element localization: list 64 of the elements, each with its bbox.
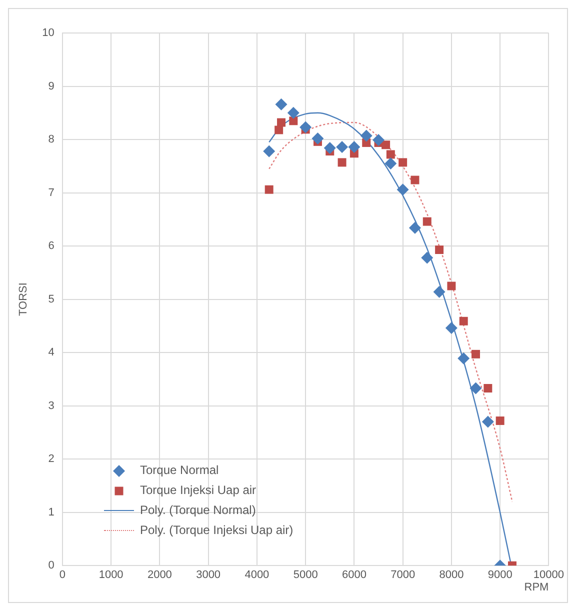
point [324,142,336,154]
point [421,252,434,264]
point [472,350,480,358]
point [447,282,456,290]
y-tick-label: 7 [48,186,54,199]
point [398,158,408,167]
y-tick-label: 2 [48,453,54,466]
point [312,132,324,144]
point [470,382,482,394]
point [263,145,276,158]
x-tick-label: 6000 [342,569,366,582]
point [433,286,446,298]
point [277,118,286,127]
y-tick-label: 9 [48,80,54,92]
point [372,134,385,146]
point [422,217,432,226]
y-axis-title: TORSI [18,282,30,316]
point [445,322,458,334]
point [336,140,348,153]
point [300,121,312,134]
point [264,185,274,194]
x-tick-label: 2000 [147,569,172,582]
y-tick-label: 10 [42,27,54,40]
legend-label: Torque Injeksi Uap air [140,483,256,497]
line-series [268,122,513,502]
y-tick-label: 4 [48,346,54,359]
y-tick-label: 8 [48,134,54,146]
point [275,98,288,110]
x-tick-label: 1000 [98,569,124,582]
x-axis-title: RPM [524,581,549,594]
point [408,222,421,234]
point [348,140,360,153]
legend-label: Poly. (Torque Injeksi Uap air) [140,523,294,537]
point [386,150,395,159]
x-tick-label: 4000 [244,569,270,582]
point [459,316,468,326]
point [338,158,346,167]
y-tick-label: 0 [48,560,54,572]
point [360,130,372,142]
legend-label: Torque Normal [140,463,219,477]
x-tick-label: 10000 [533,569,564,582]
x-tick-label: 0 [59,569,66,582]
y-tick-label: 3 [48,400,54,412]
point [287,106,300,119]
point [435,246,444,254]
legend-label: Poly. (Torque Normal) [140,503,256,517]
point [496,416,504,425]
point [274,126,284,134]
x-tick-label: 7000 [390,569,416,582]
point [382,140,390,150]
point [484,384,492,392]
point [384,157,397,170]
y-tick-label: 6 [48,240,54,252]
x-tick-label: 5000 [293,569,318,582]
y-tick-label: 5 [48,293,54,306]
point [396,184,409,196]
x-tick-label: 9000 [488,569,512,582]
point [410,176,420,184]
x-tick-label: 8000 [439,569,464,582]
point [482,416,494,428]
point [289,116,298,126]
point [458,352,470,364]
x-tick-label: 3000 [196,569,221,582]
y-tick-label: 1 [48,506,54,518]
